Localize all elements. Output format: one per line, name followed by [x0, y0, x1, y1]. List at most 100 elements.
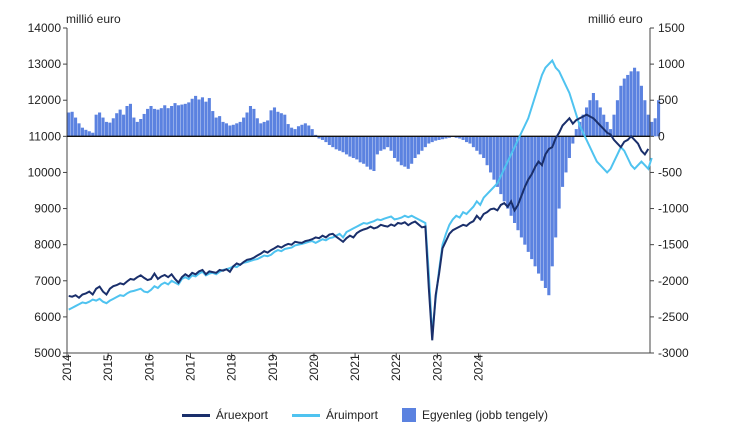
balance-bar: [317, 136, 321, 139]
balance-bar: [303, 123, 307, 137]
balance-bar: [537, 136, 541, 274]
balance-bar: [331, 136, 335, 148]
balance-bar: [348, 136, 352, 157]
balance-bar: [612, 114, 616, 137]
balance-bar: [159, 108, 163, 137]
axes: 5000600070008000900010000110001200013000…: [28, 21, 689, 381]
balance-bar: [94, 114, 98, 137]
balance-bar: [279, 113, 283, 137]
balance-bar: [561, 136, 565, 187]
balance-bar: [214, 117, 218, 137]
balance-bar: [485, 136, 489, 166]
balance-bar: [574, 129, 578, 137]
balance-bar: [547, 136, 551, 296]
year-label: 2020: [307, 354, 321, 381]
balance-bar: [437, 136, 441, 140]
balance-bar: [245, 112, 249, 137]
balance-bar: [636, 71, 640, 137]
balance-bar: [588, 100, 592, 137]
balance-bar: [506, 136, 510, 209]
balance-bar: [341, 136, 345, 153]
balance-bar: [386, 136, 390, 148]
balance-bar: [389, 136, 393, 151]
left-tick-label: 14000: [28, 21, 62, 35]
balance-bar: [392, 136, 397, 158]
balance-bar: [74, 117, 78, 137]
balance-bar: [420, 136, 424, 151]
right-tick-label: -2500: [658, 310, 689, 324]
balance-bar: [430, 136, 434, 143]
balance-bar: [499, 136, 503, 195]
balance-bar: [200, 97, 205, 137]
balance-bar: [639, 85, 643, 137]
balance-bar: [595, 100, 599, 137]
balance-bar: [156, 109, 160, 137]
balance-bar: [540, 136, 544, 281]
balance-bar: [149, 106, 153, 137]
left-tick-label: 5000: [34, 346, 61, 360]
left-axis-unit: millió euro: [66, 12, 121, 26]
balance-bar: [492, 136, 496, 180]
balance-bar: [581, 114, 585, 137]
balance-bar: [252, 108, 256, 137]
balance-bar: [410, 136, 414, 164]
balance-bar: [444, 136, 448, 139]
balance-bar: [334, 136, 338, 150]
right-tick-label: 1000: [658, 57, 685, 71]
balance-bar: [488, 136, 493, 173]
right-tick-label: -1500: [658, 238, 689, 252]
year-label: 2021: [348, 354, 362, 381]
balance-bar: [396, 136, 400, 162]
balance-bar: [516, 136, 520, 231]
year-label: 2019: [266, 354, 280, 381]
balance-bar: [190, 98, 194, 137]
balance-bar: [211, 111, 215, 137]
balance-bar: [454, 136, 458, 138]
balance-bar: [619, 85, 623, 137]
balance-bar: [382, 136, 386, 150]
balance-bar: [375, 136, 379, 155]
balance-bar: [128, 103, 132, 137]
balance-bar: [368, 136, 373, 170]
balance-bar: [403, 136, 407, 167]
balance-bars: [67, 67, 661, 296]
balance-bar: [101, 117, 105, 137]
balance-bar: [259, 123, 263, 137]
left-tick-label: 8000: [34, 238, 61, 252]
legend: Áruexport Áruimport Egyenleg (jobb tenge…: [0, 408, 730, 422]
balance-bar: [458, 136, 462, 139]
balance-bar: [550, 136, 554, 267]
balance-bar: [111, 118, 115, 137]
right-tick-label: 1500: [658, 21, 685, 35]
balance-bar: [468, 136, 472, 144]
balance-bar: [609, 129, 613, 137]
balance-bar: [142, 113, 146, 137]
balance-bar: [91, 132, 95, 137]
balance-bar: [163, 105, 167, 137]
balance-bar: [423, 136, 427, 148]
balance-bar: [324, 136, 328, 143]
balance-bar: [447, 136, 451, 138]
balance-bar: [248, 106, 253, 137]
balance-bar: [626, 74, 630, 137]
balance-bar: [152, 108, 156, 137]
balance-bar: [269, 110, 273, 137]
legend-swatch-import: [291, 413, 320, 417]
balance-bar: [440, 136, 445, 140]
balance-bar: [351, 136, 355, 158]
balance-bar: [591, 93, 595, 137]
balance-bar: [235, 123, 239, 137]
balance-bar: [362, 136, 366, 164]
balance-bar: [77, 123, 81, 137]
balance-bar: [495, 136, 499, 187]
balance-bar: [272, 107, 277, 137]
import-line: [68, 58, 653, 336]
balance-bar: [629, 71, 633, 137]
balance-bar: [276, 111, 280, 137]
year-label: 2016: [142, 354, 156, 381]
left-tick-label: 13000: [28, 57, 62, 71]
balance-bar: [231, 124, 235, 137]
balance-bar: [70, 111, 74, 137]
balance-bar: [523, 136, 527, 245]
